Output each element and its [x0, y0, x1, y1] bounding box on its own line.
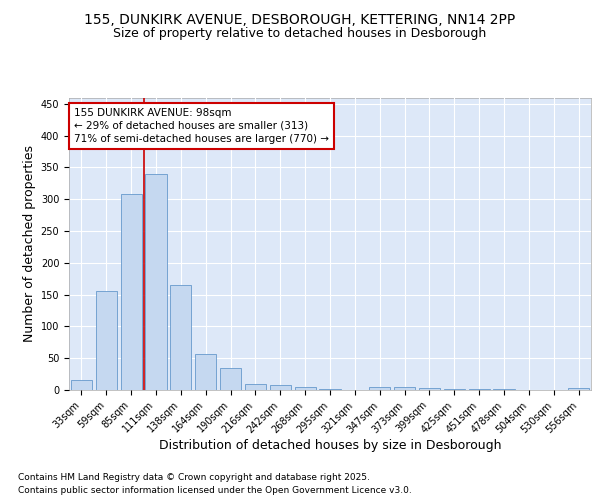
Bar: [319, 388, 341, 390]
X-axis label: Distribution of detached houses by size in Desborough: Distribution of detached houses by size …: [159, 439, 501, 452]
Bar: [444, 388, 465, 390]
Bar: [270, 385, 291, 390]
Y-axis label: Number of detached properties: Number of detached properties: [23, 145, 37, 342]
Text: 155, DUNKIRK AVENUE, DESBOROUGH, KETTERING, NN14 2PP: 155, DUNKIRK AVENUE, DESBOROUGH, KETTERI…: [85, 12, 515, 26]
Text: 155 DUNKIRK AVENUE: 98sqm
← 29% of detached houses are smaller (313)
71% of semi: 155 DUNKIRK AVENUE: 98sqm ← 29% of detac…: [74, 108, 329, 144]
Text: Contains HM Land Registry data © Crown copyright and database right 2025.: Contains HM Land Registry data © Crown c…: [18, 474, 370, 482]
Bar: [568, 388, 589, 390]
Bar: [195, 354, 216, 390]
Bar: [394, 387, 415, 390]
Bar: [145, 174, 167, 390]
Bar: [295, 387, 316, 390]
Text: Contains public sector information licensed under the Open Government Licence v3: Contains public sector information licen…: [18, 486, 412, 495]
Bar: [245, 384, 266, 390]
Bar: [469, 388, 490, 390]
Bar: [71, 380, 92, 390]
Bar: [220, 368, 241, 390]
Bar: [121, 194, 142, 390]
Bar: [419, 388, 440, 390]
Bar: [96, 292, 117, 390]
Bar: [369, 387, 390, 390]
Bar: [170, 285, 191, 390]
Text: Size of property relative to detached houses in Desborough: Size of property relative to detached ho…: [113, 28, 487, 40]
